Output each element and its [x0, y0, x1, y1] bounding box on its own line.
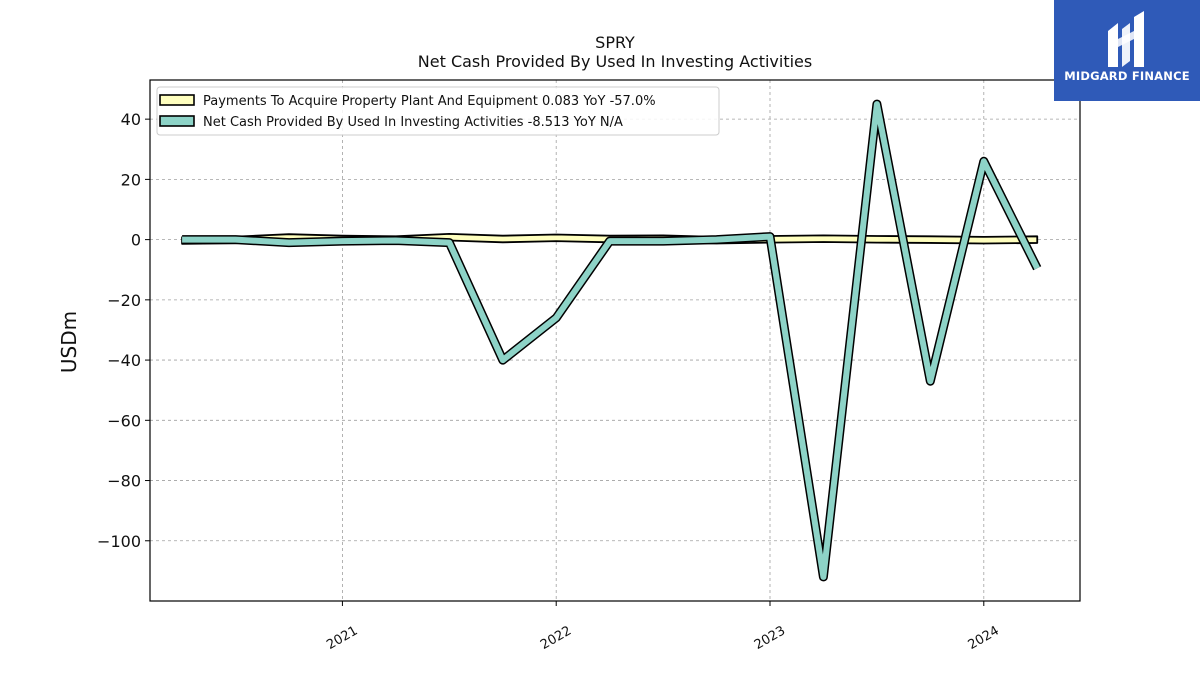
x-tick-label: 2023 — [752, 623, 788, 653]
series-net-cash-outline — [182, 99, 1042, 582]
brand-logo: MIDGARD FINANCE — [1054, 0, 1200, 101]
chart-subtitle: Net Cash Provided By Used In Investing A… — [417, 52, 813, 71]
legend-label: Payments To Acquire Property Plant And E… — [203, 94, 656, 109]
y-tick-label: −100 — [97, 532, 141, 551]
legend-swatch — [159, 115, 195, 127]
x-axis: 2021 2022 2023 2024 — [324, 601, 1002, 653]
chart-title: SPRY — [595, 33, 635, 52]
legend-label: Net Cash Provided By Used In Investing A… — [203, 115, 623, 130]
legend-box — [156, 86, 720, 136]
y-axis: 40 20 0 −20 −40 −60 −80 −100 — [97, 110, 150, 551]
y-tick-label: −80 — [107, 472, 141, 491]
brand-mark-icon — [1108, 11, 1144, 67]
series-net-cash-line — [182, 101, 1040, 580]
y-tick-label: 20 — [121, 170, 141, 189]
chart-series — [181, 99, 1042, 582]
brand-name: MIDGARD FINANCE — [1064, 69, 1190, 83]
y-tick-label: −60 — [107, 411, 141, 430]
y-axis-label: USDm — [57, 311, 81, 373]
x-tick-label: 2024 — [966, 623, 1002, 653]
x-tick-label: 2022 — [538, 623, 574, 653]
legend: Payments To Acquire Property Plant And E… — [156, 86, 720, 136]
y-tick-label: 40 — [121, 110, 141, 129]
x-tick-label: 2021 — [324, 623, 360, 653]
y-tick-label: −20 — [107, 291, 141, 310]
plot-frame — [149, 79, 1081, 602]
y-tick-label: −40 — [107, 351, 141, 370]
y-tick-label: 0 — [131, 231, 141, 250]
legend-swatch — [159, 94, 195, 106]
